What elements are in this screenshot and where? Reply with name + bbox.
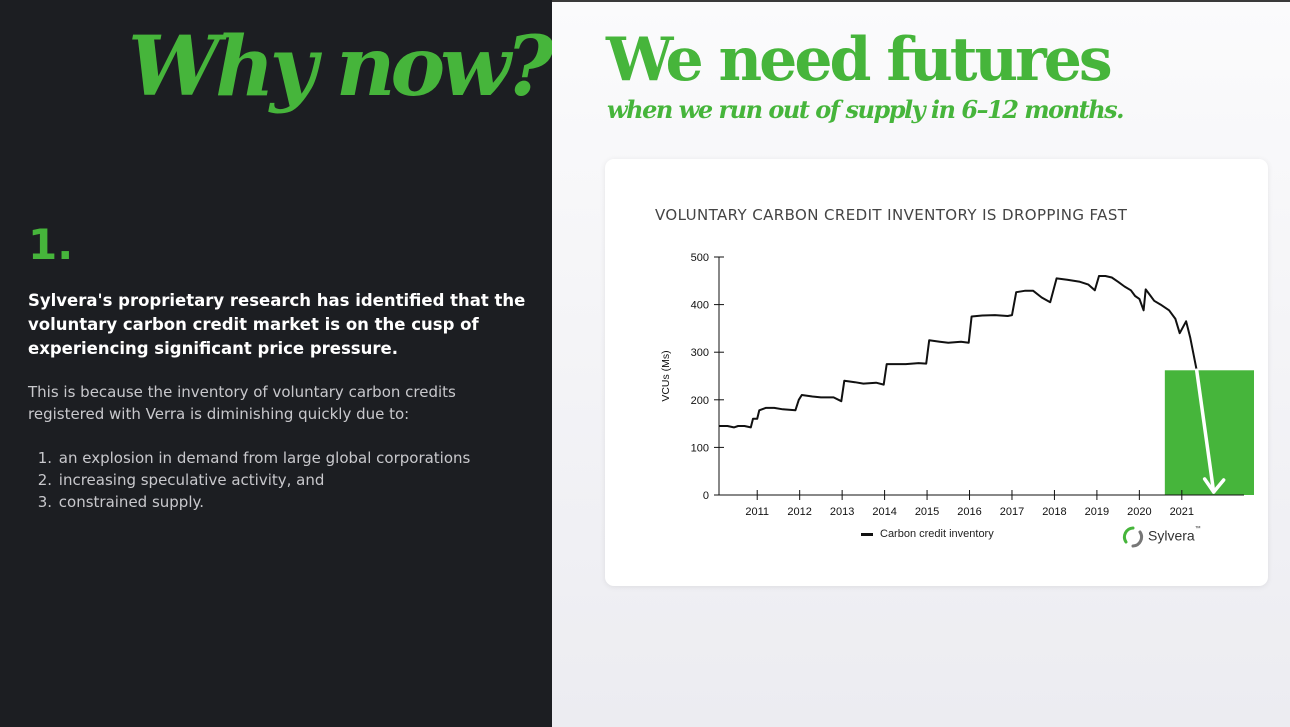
x-tick-label: 2016	[957, 506, 981, 518]
body-paragraph: This is because the inventory of volunta…	[28, 383, 456, 423]
brand-name: Sylvera	[1148, 527, 1195, 544]
x-tick-label: 2021	[1170, 506, 1194, 518]
sylvera-logo-icon	[1122, 526, 1144, 548]
point-number: 1.	[28, 220, 74, 269]
chart-card: VOLUNTARY CARBON CREDIT INVENTORY IS DRO…	[605, 159, 1268, 586]
futures-headline: We need futures	[606, 25, 1113, 95]
x-tick-label: 2012	[787, 506, 811, 518]
forecast-arrow	[1194, 368, 1216, 494]
legend-label: Carbon credit inventory	[880, 528, 994, 540]
x-tick-label: 2020	[1127, 506, 1151, 518]
y-tick-label: 400	[691, 300, 709, 312]
reasons-list: 1. an explosion in demand from large glo…	[28, 447, 538, 513]
list-item-index: 3.	[37, 493, 52, 511]
legend-swatch	[861, 532, 873, 536]
list-item-index: 2.	[37, 471, 52, 489]
list-item: 2. increasing speculative activity, and	[28, 469, 538, 491]
lead-paragraph: Sylvera's proprietary research has ident…	[28, 291, 526, 358]
y-tick-label: 200	[691, 395, 709, 407]
series-line-carbon-credit-inventory	[719, 275, 1198, 429]
inventory-chart: 0 100 200 300 400 500 2011 2012 2013 2014 2015 2016…	[660, 252, 1254, 518]
x-tick-label: 2013	[830, 506, 854, 518]
x-tick-label: 2017	[1000, 506, 1024, 518]
x-tick-label: 2015	[915, 506, 939, 518]
x-tick-label: 2011	[745, 506, 769, 518]
list-item-index: 1.	[37, 449, 52, 467]
x-tick-label: 2018	[1042, 506, 1066, 518]
list-item-text: constrained supply.	[58, 493, 204, 511]
why-now-title: Why now?	[128, 19, 554, 115]
highlight-box	[1164, 370, 1254, 495]
left-panel: Why now? 1. Sylvera's proprietary resear…	[0, 0, 554, 727]
y-tick-label: 100	[691, 442, 709, 454]
y-tick-label: 500	[691, 252, 709, 264]
brand-trademark: ™	[1194, 526, 1201, 532]
y-tick-label: 0	[703, 490, 709, 502]
list-item: 1. an explosion in demand from large glo…	[28, 447, 538, 469]
chart-title: VOLUNTARY CARBON CREDIT INVENTORY IS DRO…	[655, 206, 1128, 224]
y-axis-label: VCUs (Ms)	[660, 350, 672, 401]
y-tick-label: 300	[691, 347, 709, 359]
list-item-text: increasing speculative activity, and	[58, 471, 325, 489]
x-tick-label: 2019	[1085, 506, 1109, 518]
futures-subhead: when we run out of supply in 6–12 months…	[607, 95, 1125, 124]
list-item-text: an explosion in demand from large global…	[58, 449, 471, 467]
list-item: 3. constrained supply.	[28, 491, 538, 513]
forecast-arrow-head	[1202, 477, 1226, 494]
sylvera-logo: Sylvera™	[1122, 526, 1201, 548]
chart-legend: Carbon credit inventory	[861, 528, 994, 540]
x-tick-label: 2014	[872, 506, 896, 518]
